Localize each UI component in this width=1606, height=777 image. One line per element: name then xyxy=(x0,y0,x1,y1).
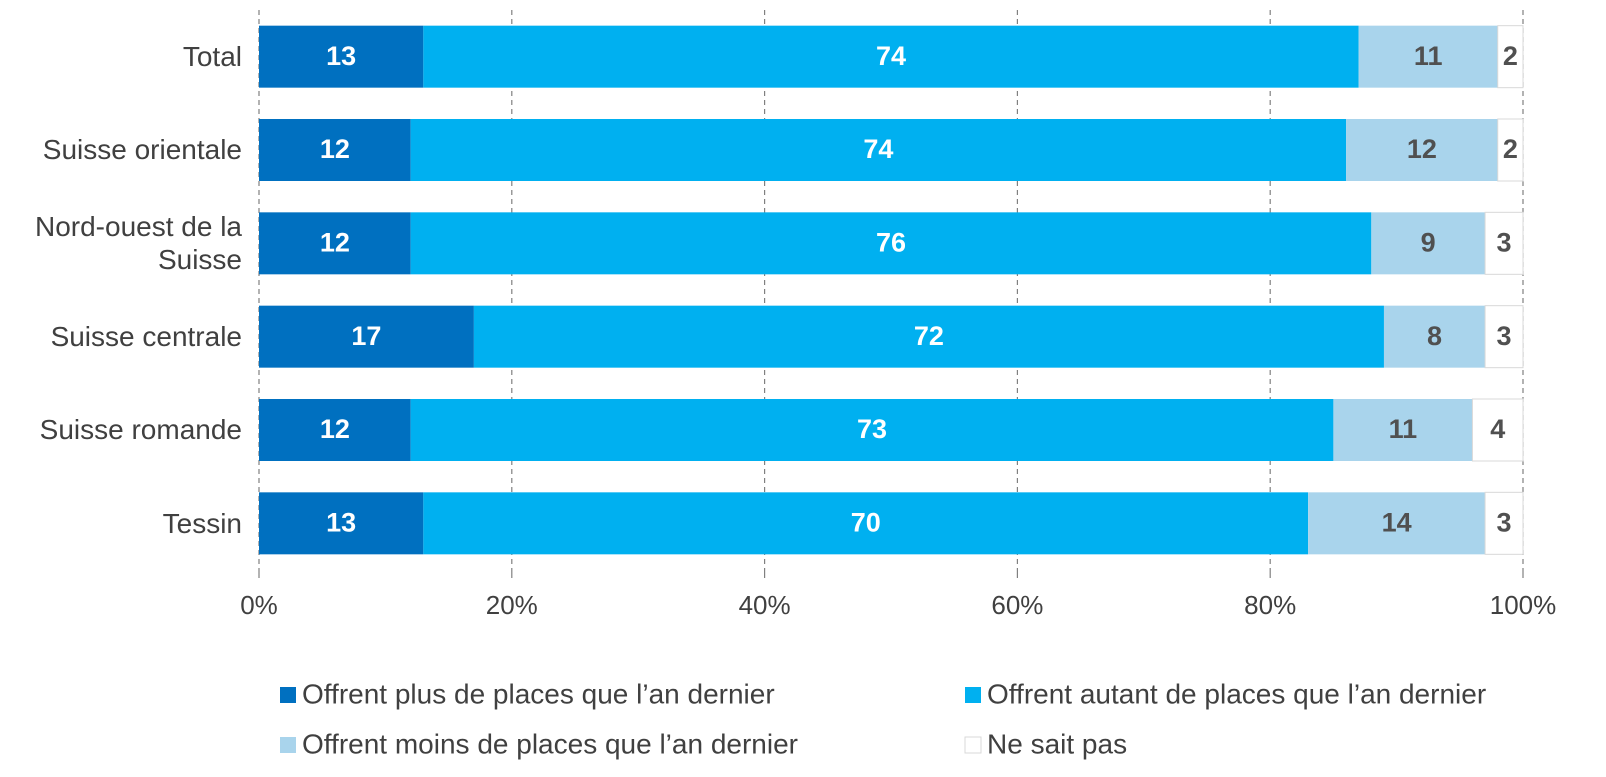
legend-swatch xyxy=(280,687,296,703)
bar xyxy=(259,492,424,555)
y-tick-label: Suisse romande xyxy=(39,414,242,446)
value-label: 11 xyxy=(1389,414,1418,444)
value-label: 3 xyxy=(1497,507,1512,537)
bar xyxy=(423,25,1359,88)
value-label: 13 xyxy=(326,507,356,537)
value-label: 2 xyxy=(1503,134,1518,164)
legend-label: Ne sait pas xyxy=(987,728,1127,759)
legend-swatch xyxy=(965,687,981,703)
x-tick-label: 60% xyxy=(991,590,1043,620)
y-tick-label: Nord-ouest de la Suisse xyxy=(34,211,242,276)
value-label: 70 xyxy=(851,507,881,537)
x-tick-label: 80% xyxy=(1244,590,1296,620)
bar xyxy=(410,212,1372,275)
value-label: 9 xyxy=(1421,227,1436,257)
bar xyxy=(1333,399,1473,461)
value-label: 12 xyxy=(320,414,350,444)
value-label: 2 xyxy=(1503,41,1518,71)
bar xyxy=(1308,492,1486,555)
bar xyxy=(1471,398,1524,462)
bar xyxy=(1484,491,1524,555)
bar xyxy=(410,119,1347,181)
bar xyxy=(259,305,474,368)
value-label: 74 xyxy=(863,134,893,164)
bar xyxy=(410,399,1334,461)
bar xyxy=(1484,305,1524,369)
value-label: 3 xyxy=(1497,321,1512,351)
value-label: 73 xyxy=(857,414,887,444)
bar xyxy=(1346,119,1498,181)
x-tick-label: 20% xyxy=(486,590,538,620)
y-tick-label: Tessin xyxy=(162,507,242,539)
legend-swatch xyxy=(280,737,296,753)
value-label: 76 xyxy=(876,227,906,257)
x-tick-label: 100% xyxy=(1490,590,1557,620)
value-label: 74 xyxy=(876,41,906,71)
value-label: 4 xyxy=(1490,414,1505,444)
bar xyxy=(1497,118,1524,182)
bar xyxy=(1371,212,1486,275)
value-label: 12 xyxy=(320,134,350,164)
value-label: 13 xyxy=(326,41,356,71)
y-tick-label: Suisse orientale xyxy=(42,134,242,166)
bar xyxy=(423,492,1309,555)
value-label: 72 xyxy=(914,321,944,351)
y-tick-label: Suisse centrale xyxy=(50,321,242,353)
bar xyxy=(1383,305,1486,368)
bar xyxy=(1358,25,1498,88)
bar xyxy=(1497,25,1524,89)
y-tick-label: Total xyxy=(182,41,242,73)
legend-label: Offrent plus de places que l’an dernier xyxy=(302,678,775,709)
legend-swatch xyxy=(964,736,982,754)
bar xyxy=(1484,211,1524,275)
bar xyxy=(259,212,411,275)
value-label: 14 xyxy=(1382,507,1412,537)
value-label: 12 xyxy=(320,227,350,257)
bar xyxy=(259,119,411,181)
value-label: 3 xyxy=(1497,227,1512,257)
bar xyxy=(259,25,424,88)
value-label: 11 xyxy=(1414,41,1443,71)
value-label: 17 xyxy=(351,321,381,351)
bar xyxy=(259,399,411,461)
x-tick-label: 40% xyxy=(739,590,791,620)
bar xyxy=(473,305,1384,368)
x-tick-label: 0% xyxy=(240,590,278,620)
value-label: 8 xyxy=(1427,321,1442,351)
legend-label: Offrent moins de places que l’an dernier xyxy=(302,728,798,759)
legend-label: Offrent autant de places que l’an dernie… xyxy=(987,678,1486,709)
value-label: 12 xyxy=(1407,134,1437,164)
